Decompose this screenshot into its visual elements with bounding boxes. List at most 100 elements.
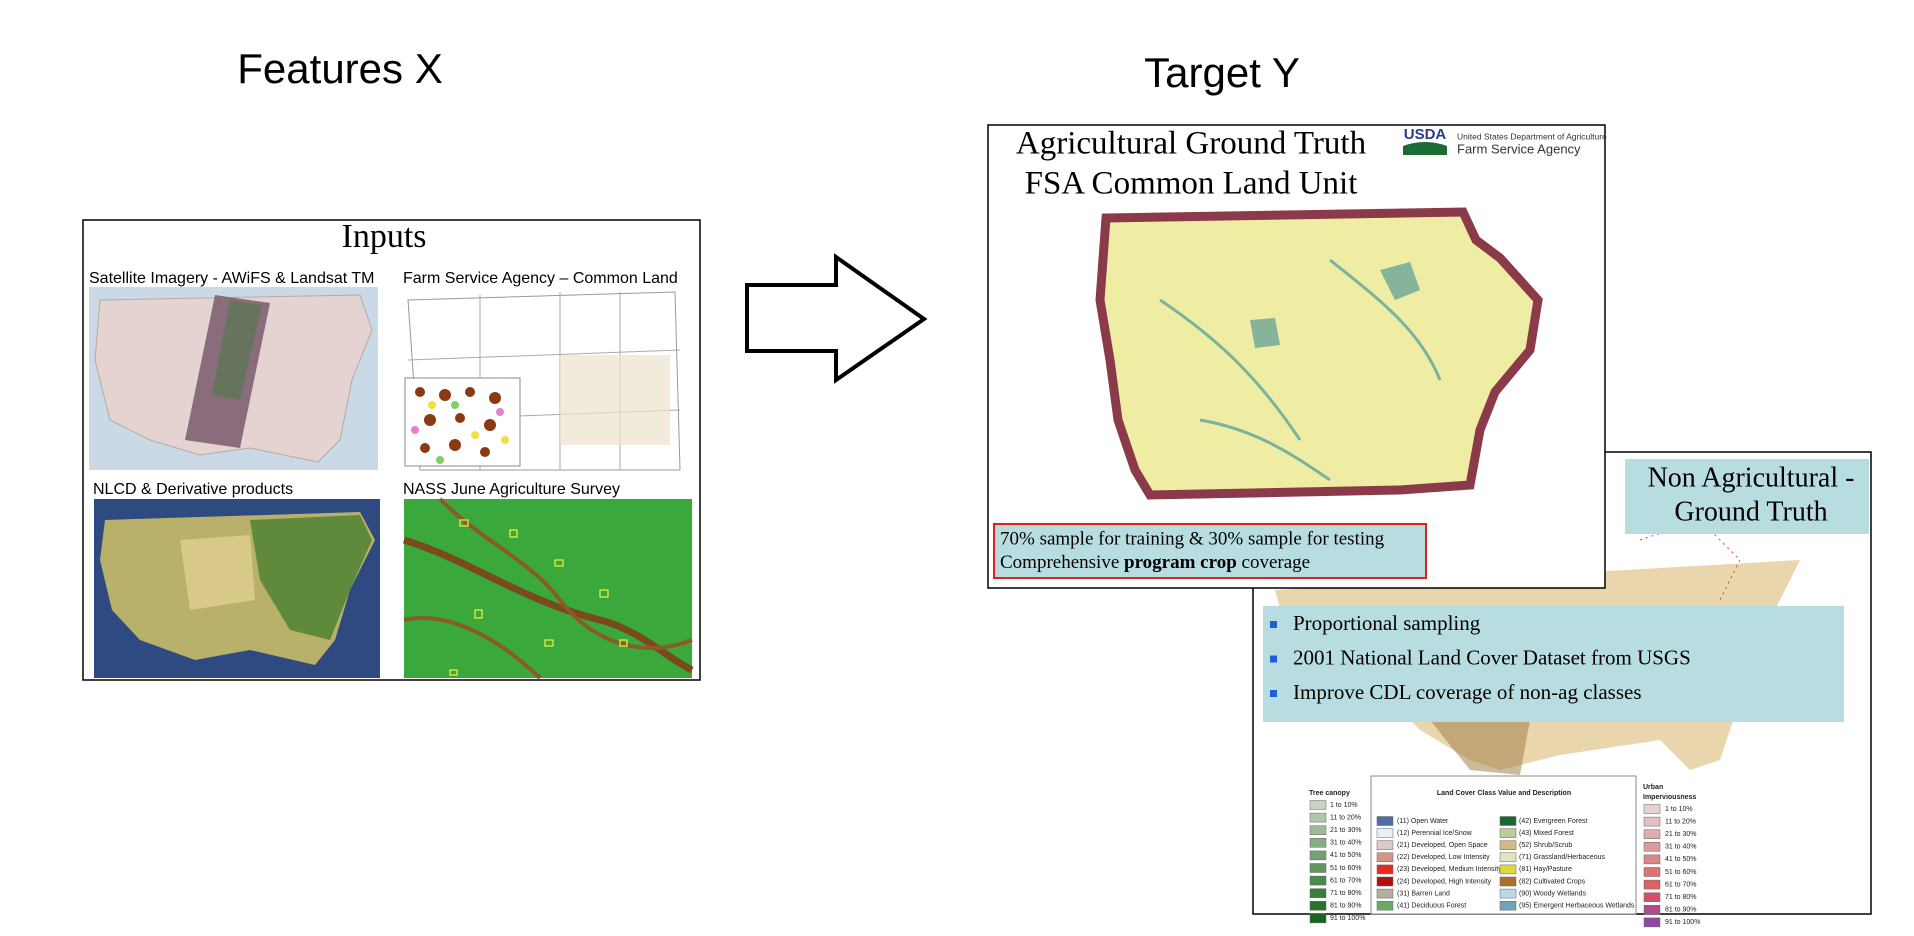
legend-label: 31 to 40% [1665, 844, 1697, 851]
legend-swatch [1376, 900, 1394, 911]
legend-swatch [1643, 867, 1661, 877]
legend-swatch [1376, 840, 1394, 850]
non-ag-title-box [1625, 459, 1869, 534]
legend-swatch [1309, 863, 1327, 873]
legend-swatch [1376, 876, 1394, 887]
legend-swatch [1376, 828, 1394, 838]
legend-label: (42) Evergreen Forest [1519, 818, 1588, 825]
legend-title: Imperviousness [1643, 794, 1696, 801]
nass-image [402, 497, 694, 680]
legend-swatch [1643, 892, 1661, 902]
legend-label: (90) Woody Wetlands [1519, 890, 1587, 897]
legend-swatch [1643, 917, 1661, 928]
features-title: Features X [237, 45, 442, 92]
note-text: coverage [1237, 552, 1310, 573]
usda-swoosh [1403, 142, 1447, 155]
legend-label: 61 to 70% [1330, 877, 1362, 884]
clu-image [403, 287, 682, 476]
legend-label: 1 to 10% [1330, 802, 1358, 809]
satellite-image [89, 287, 378, 470]
agency-name: Farm Service Agency [1457, 141, 1581, 156]
panel-label: NASS June Agriculture Survey [403, 481, 620, 498]
note-text: Comprehensive [1000, 552, 1124, 573]
legend-label: (23) Developed, Medium Intensity [1397, 866, 1502, 873]
legend-label: 71 to 80% [1330, 890, 1362, 897]
legend-label: 41 to 50% [1665, 856, 1697, 863]
legend-swatch [1643, 842, 1661, 852]
note-box [993, 523, 1427, 579]
legend-swatch [1309, 888, 1327, 898]
bullet-text: Proportional sampling [1293, 611, 1481, 635]
legend-label: 91 to 100% [1665, 919, 1700, 926]
legend-label: 21 to 30% [1330, 827, 1362, 834]
legend-label: (31) Barren Land [1397, 890, 1450, 897]
panel-label: Satellite Imagery - AWiFS & Landsat TM [89, 270, 374, 287]
note-line: Comprehensive program crop coverage [1000, 552, 1310, 573]
panel-label: NLCD & Derivative products [93, 481, 293, 498]
legend-label: (41) Deciduous Forest [1397, 903, 1466, 910]
legend-swatch [1643, 854, 1661, 865]
legend-swatch [1643, 905, 1661, 915]
legend-label: 1 to 10% [1665, 806, 1693, 813]
legend-label: 41 to 50% [1330, 852, 1362, 859]
note-bold: program crop [1124, 552, 1237, 573]
legend-swatch [1643, 816, 1661, 827]
legend-swatch [1309, 850, 1327, 861]
iowa-map [1095, 207, 1543, 500]
legend-swatch [1499, 876, 1517, 887]
legend-label: (11) Open Water [1397, 818, 1449, 825]
bullet-box [1263, 606, 1844, 722]
legend-swatch [1643, 804, 1661, 814]
legend-label: (43) Mixed Forest [1519, 830, 1574, 837]
legend-swatch [1376, 888, 1394, 899]
legend-label: (21) Developed, Open Space [1397, 842, 1488, 849]
legend-swatch [1499, 840, 1517, 850]
inputs-panel: Inputs Satellite Imagery - AWiFS & Lands… [82, 218, 701, 681]
legend-swatch [1499, 864, 1517, 875]
legend-swatch [1376, 816, 1394, 826]
ag-title: FSA Common Land Unit [1025, 166, 1358, 202]
non-ag-title: Non Agricultural - [1648, 462, 1855, 493]
legend-swatch [1643, 829, 1661, 839]
bullet-marker [1270, 690, 1277, 697]
ag-panel: Agricultural Ground Truth FSA Common Lan… [987, 124, 1607, 589]
legend-label: (82) Cultivated Crops [1519, 878, 1586, 885]
legend-label: (95) Emergent Herbaceous Wetlands [1519, 903, 1635, 910]
legend-label: (24) Developed, High Intensity [1397, 878, 1492, 885]
legend-title: Urban [1643, 784, 1663, 791]
legend-label: 11 to 20% [1330, 814, 1361, 821]
legend-title: Tree canopy [1309, 790, 1350, 797]
arrow [745, 253, 928, 384]
bullet-text: 2001 National Land Cover Dataset from US… [1293, 645, 1691, 669]
bullet-marker [1270, 655, 1277, 663]
legend-label: 81 to 90% [1330, 903, 1362, 910]
legend-label: 51 to 60% [1665, 869, 1697, 876]
target-title: Target Y [1144, 49, 1300, 96]
legend-swatch [1309, 812, 1327, 823]
legend-swatch [1499, 888, 1517, 899]
legend-label: 91 to 100% [1330, 915, 1365, 922]
legend-label: (81) Hay/Pasture [1519, 866, 1572, 873]
bullet-marker [1270, 621, 1277, 628]
legend-label: 31 to 40% [1330, 840, 1362, 847]
legend-swatch [1499, 900, 1517, 911]
legend-swatch [1499, 852, 1517, 863]
note-line: 70% sample for training & 30% sample for… [1000, 528, 1385, 549]
legend-label: 51 to 60% [1330, 865, 1362, 872]
usda-department: United States Department of Agriculture [1457, 131, 1607, 141]
legend-swatch [1499, 816, 1517, 826]
ag-title: Agricultural Ground Truth [1016, 126, 1367, 162]
legend-label: 81 to 90% [1665, 907, 1697, 914]
legend-label: (52) Shrub/Scrub [1519, 842, 1572, 849]
legend-label: 61 to 70% [1665, 881, 1697, 888]
legend-swatch [1643, 879, 1661, 890]
usda-logo: USDA [1404, 126, 1447, 143]
legend-swatch [1499, 828, 1517, 838]
legend-swatch [1309, 875, 1327, 886]
legend-swatch [1376, 852, 1394, 863]
legend-swatch [1309, 913, 1327, 924]
legend-label: (71) Grassland/Herbaceous [1519, 854, 1605, 861]
legend-label: (22) Developed, Low Intensity [1397, 854, 1490, 861]
texas-region [1430, 720, 1530, 775]
